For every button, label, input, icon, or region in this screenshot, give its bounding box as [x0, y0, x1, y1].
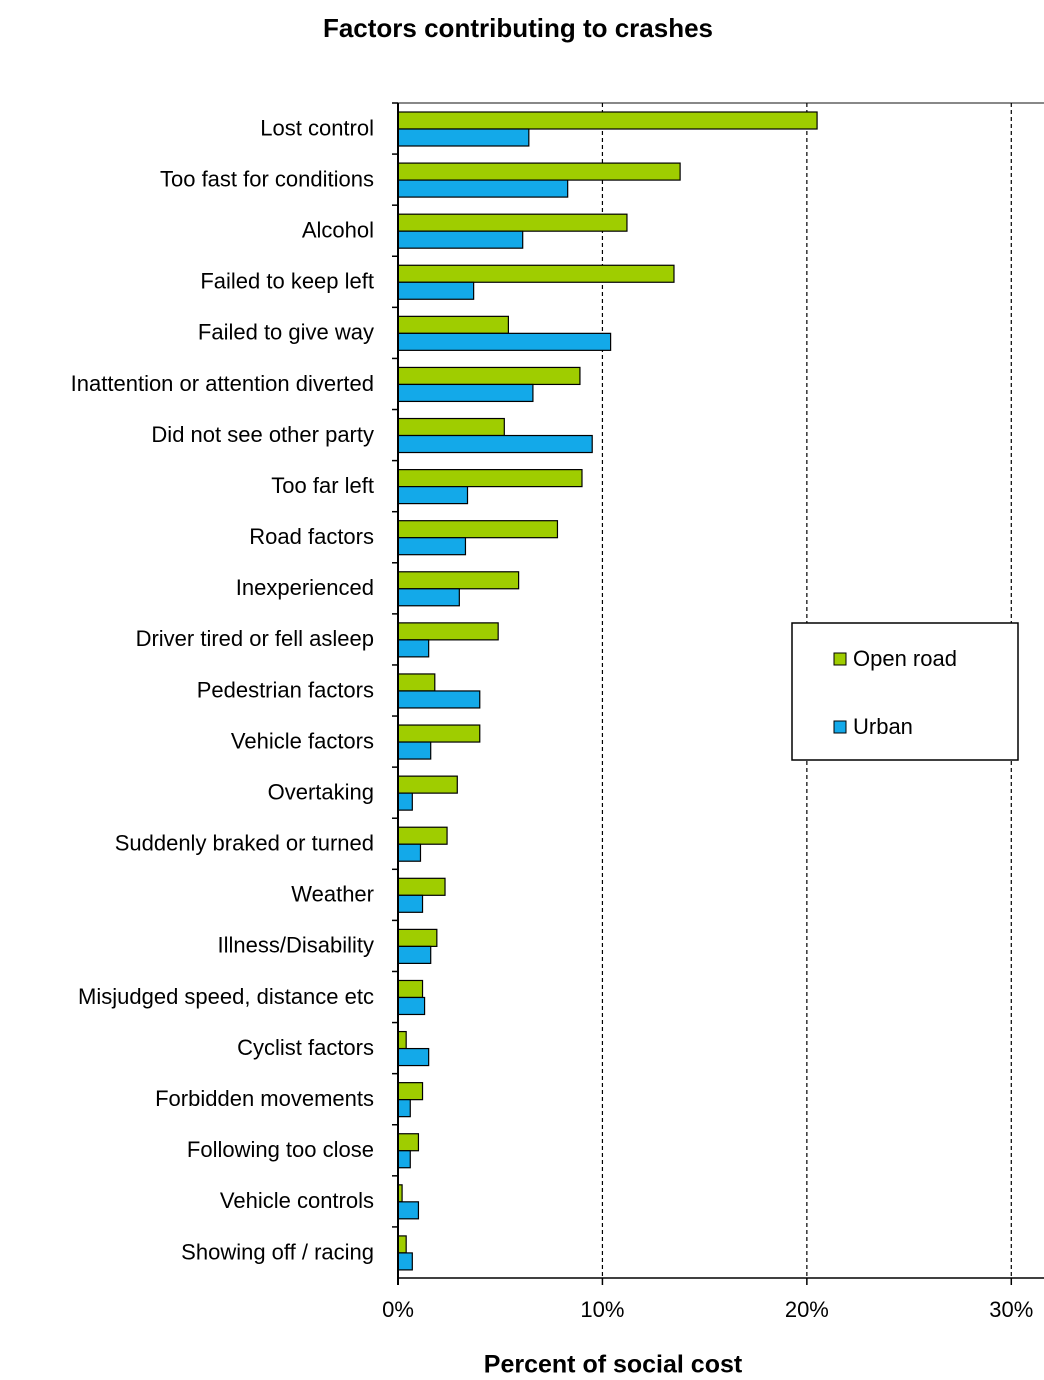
y-tick-label: Following too close: [187, 1137, 374, 1162]
bar: [397, 945, 432, 964]
bar: [397, 588, 460, 607]
y-tick-label: Forbidden movements: [155, 1086, 374, 1111]
bar: [397, 417, 505, 437]
bar: [397, 741, 432, 760]
y-tick-label: Inexperienced: [236, 575, 374, 600]
bar: [397, 996, 426, 1016]
y-tick-label: Vehicle factors: [231, 728, 374, 753]
bar: [397, 264, 675, 283]
bar: [397, 979, 424, 999]
bar: [397, 1099, 411, 1118]
y-tick-label: Too far left: [271, 473, 374, 498]
bar: [397, 673, 436, 692]
legend-label: Open road: [853, 646, 957, 671]
bar: [397, 775, 458, 794]
bar: [397, 843, 422, 862]
bar: [397, 1201, 420, 1220]
bar: [397, 1030, 407, 1050]
y-tick-label: Alcohol: [302, 218, 374, 243]
legend-swatch: [833, 652, 847, 666]
y-tick-label: Showing off / racing: [181, 1239, 374, 1264]
y-tick-label: Weather: [291, 882, 374, 907]
y-tick-label: Illness/Disability: [218, 933, 375, 958]
bar: [397, 179, 569, 198]
y-tick-label: Inattention or attention diverted: [71, 371, 374, 396]
bar: [397, 315, 509, 334]
bar: [397, 469, 583, 488]
bar: [397, 1047, 430, 1067]
bar: [397, 128, 530, 147]
legend-box: [791, 622, 1019, 761]
bar: [397, 826, 448, 845]
y-tick-label: Suddenly braked or turned: [115, 831, 374, 856]
chart-title: Factors contributing to crashes: [323, 13, 713, 43]
bar: [397, 213, 628, 232]
y-tick-label: Failed to keep left: [200, 269, 374, 294]
y-tick-label: Too fast for conditions: [160, 166, 374, 191]
bar: [397, 894, 424, 913]
bar: [397, 622, 499, 641]
x-tick-label: 20%: [785, 1297, 829, 1322]
y-tick-label: Vehicle controls: [220, 1188, 374, 1213]
x-tick-label: 30%: [989, 1297, 1033, 1322]
y-tick-label: Overtaking: [268, 779, 374, 804]
bar: [397, 162, 681, 181]
bar: [397, 1133, 420, 1152]
bar: [397, 571, 520, 590]
x-tick-label: 10%: [580, 1297, 624, 1322]
bar: [397, 1252, 413, 1271]
bar: [397, 792, 413, 811]
bar: [397, 486, 469, 505]
bar: [397, 383, 534, 403]
bar: [397, 1082, 424, 1101]
y-tick-label: Driver tired or fell asleep: [136, 626, 374, 651]
y-tick-label: Failed to give way: [198, 320, 374, 345]
y-tick-label: Cyclist factors: [237, 1035, 374, 1060]
bar: [397, 537, 467, 556]
y-tick-label: Lost control: [260, 115, 374, 140]
bar: [397, 434, 593, 454]
bar: [397, 281, 475, 300]
bar: [397, 690, 481, 709]
bar: [397, 639, 430, 658]
legend-label: Urban: [853, 714, 913, 739]
bar: [397, 366, 581, 386]
legend-swatch: [833, 720, 847, 734]
x-tick-label: 0%: [382, 1297, 414, 1322]
bar: [397, 928, 438, 947]
x-axis-label: Percent of social cost: [484, 1351, 743, 1379]
bar: [397, 111, 818, 130]
bar: [397, 230, 524, 249]
bar: [397, 877, 446, 896]
y-tick-label: Did not see other party: [151, 422, 374, 447]
y-tick-label: Misjudged speed, distance etc: [78, 984, 374, 1009]
bar: [397, 1150, 411, 1169]
y-tick-label: Road factors: [249, 524, 374, 549]
bar: [397, 1235, 407, 1254]
bar: [397, 332, 612, 351]
bar: [397, 520, 559, 539]
bar: [397, 724, 481, 743]
y-tick-label: Pedestrian factors: [197, 677, 374, 702]
